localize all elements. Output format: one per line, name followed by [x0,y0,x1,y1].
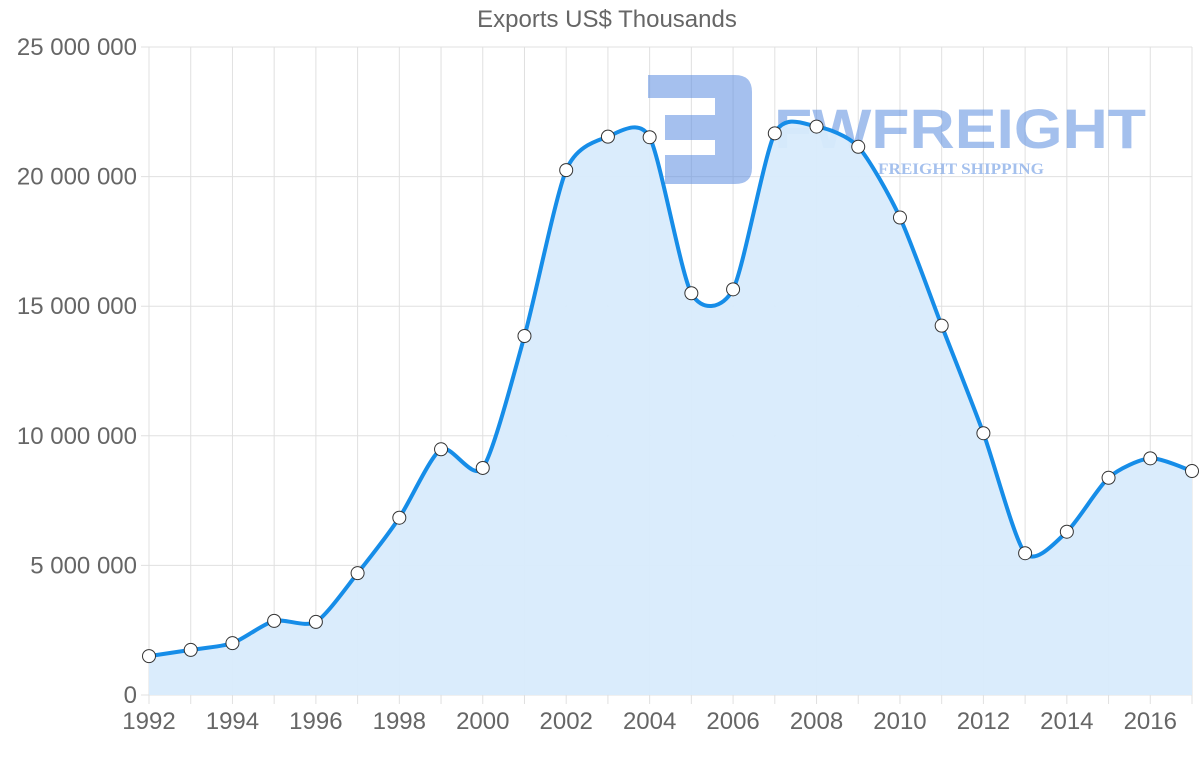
data-point-2011[interactable] [934,318,949,333]
data-point-2015[interactable] [1101,470,1116,485]
data-point-2010[interactable] [892,210,907,225]
data-point-1997[interactable] [350,566,365,581]
data-line [148,119,1193,659]
y-tick-label: 25 000 000 [17,34,137,61]
data-point-2003[interactable] [600,129,615,144]
x-tick-label: 1996 [289,708,342,735]
y-tick-label: 20 000 000 [17,164,137,191]
data-point-2000[interactable] [475,460,490,475]
x-tick-label: 1998 [373,708,426,735]
x-tick-label: 2010 [873,708,926,735]
y-tick-label: 0 [124,682,137,709]
data-points [142,119,1199,664]
y-axis: 0 5 000 000 10 000 000 15 000 000 20 000 000… [17,34,137,709]
data-point-2012[interactable] [976,426,991,441]
data-point-1999[interactable] [434,442,449,457]
x-tick-label: 2016 [1124,708,1177,735]
x-tick-label: 2014 [1040,708,1093,735]
data-point-2002[interactable] [559,163,574,178]
x-tick-label: 2004 [623,708,676,735]
watermark-f-icon [648,75,752,184]
x-tick-label: 2006 [706,708,759,735]
y-tick-label: 15 000 000 [17,293,137,320]
data-point-2014[interactable] [1059,524,1074,539]
data-point-1995[interactable] [267,613,282,628]
x-tick-label: 2012 [957,708,1010,735]
data-point-1992[interactable] [142,649,156,664]
data-point-2016[interactable] [1143,451,1158,466]
x-tick-label: 1992 [122,708,175,735]
data-point-1994[interactable] [225,636,240,651]
y-tick-label: 5 000 000 [30,552,137,579]
y-tick-label: 10 000 000 [17,423,137,450]
data-point-2007[interactable] [767,126,782,141]
x-tick-label: 1994 [206,708,259,735]
data-point-2004[interactable] [642,130,657,145]
data-point-2001[interactable] [517,329,532,344]
data-point-2006[interactable] [726,282,741,297]
data-point-2005[interactable] [684,286,699,301]
x-tick-label: 2002 [540,708,593,735]
chart-title: Exports US$ Thousands [477,6,737,33]
x-axis: 1992 1994 1996 1998 2000 2002 2004 2006 2008 2010… [122,708,1177,735]
area-fill [149,121,1192,696]
data-point-2008[interactable] [809,119,824,134]
watermark-tagline-text: FREIGHT SHIPPING [878,161,1045,178]
data-point-1993[interactable] [183,642,198,657]
data-point-2017[interactable] [1185,464,1199,479]
x-tick-label: 2000 [456,708,509,735]
data-point-1998[interactable] [392,510,407,525]
data-point-2013[interactable] [1018,546,1033,561]
data-point-2009[interactable] [851,139,866,154]
data-point-1996[interactable] [308,614,323,629]
x-tick-label: 2008 [790,708,843,735]
watermark-logo: FWFREIGHT FREIGHT SHIPPING [648,75,1146,184]
